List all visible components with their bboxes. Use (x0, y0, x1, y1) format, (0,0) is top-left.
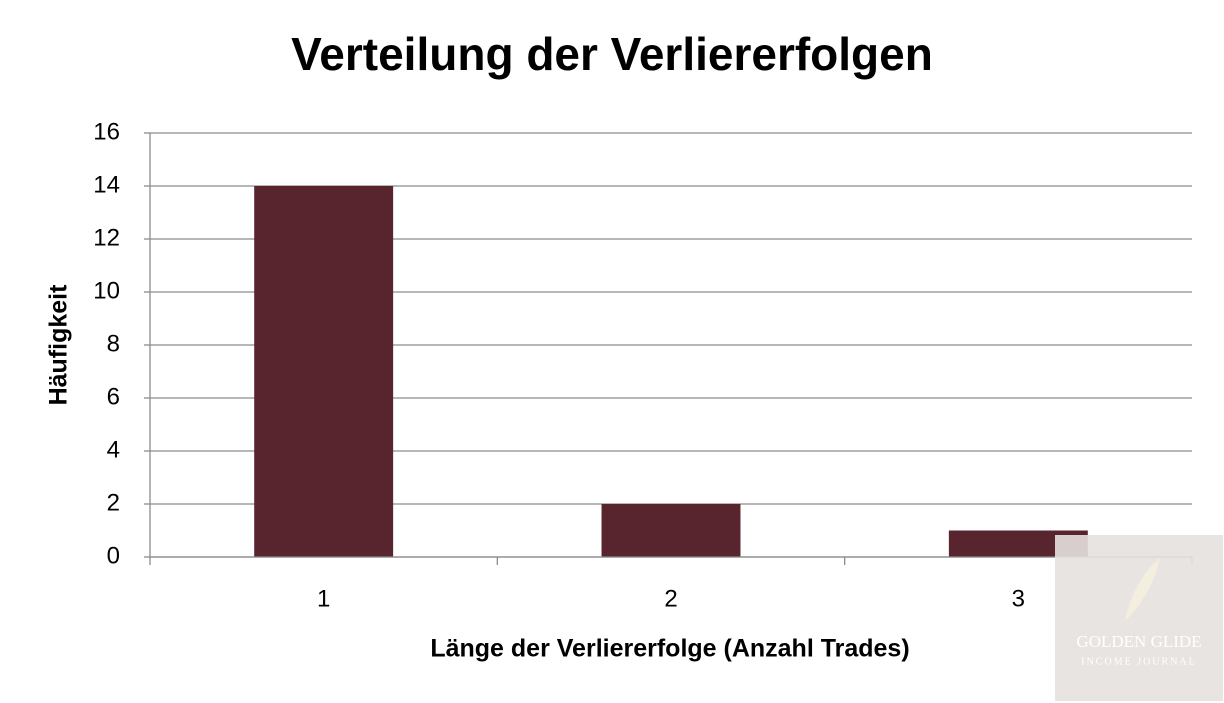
y-tick-label: 8 (107, 330, 120, 357)
y-tick-label: 14 (93, 171, 120, 198)
y-tick-label: 6 (107, 383, 120, 410)
x-tick-label: 2 (664, 585, 677, 612)
y-tick-label: 10 (93, 277, 120, 304)
watermark-feather (1125, 558, 1160, 620)
chart-title: Verteilung der Verliererfolgen (291, 28, 933, 80)
x-tick-label: 3 (1012, 585, 1025, 612)
y-axis-title: Häufigkeit (45, 284, 73, 406)
x-axis-title: Länge der Verliererfolge (Anzahl Trades) (430, 635, 909, 663)
watermark-box (1055, 535, 1223, 701)
watermark: GOLDEN GLIDE INCOME JOURNAL (1055, 535, 1223, 701)
x-tick-label: 1 (317, 585, 330, 612)
watermark-subtitle: INCOME JOURNAL (1081, 656, 1197, 667)
bar (254, 186, 394, 557)
y-tick-label: 4 (107, 436, 120, 463)
y-tick-label: 16 (93, 118, 120, 145)
bar (601, 504, 741, 557)
y-tick-label: 0 (107, 542, 120, 569)
watermark-title: GOLDEN GLIDE (1076, 632, 1201, 651)
y-tick-label: 12 (93, 224, 120, 251)
y-tick-label: 2 (107, 489, 120, 516)
